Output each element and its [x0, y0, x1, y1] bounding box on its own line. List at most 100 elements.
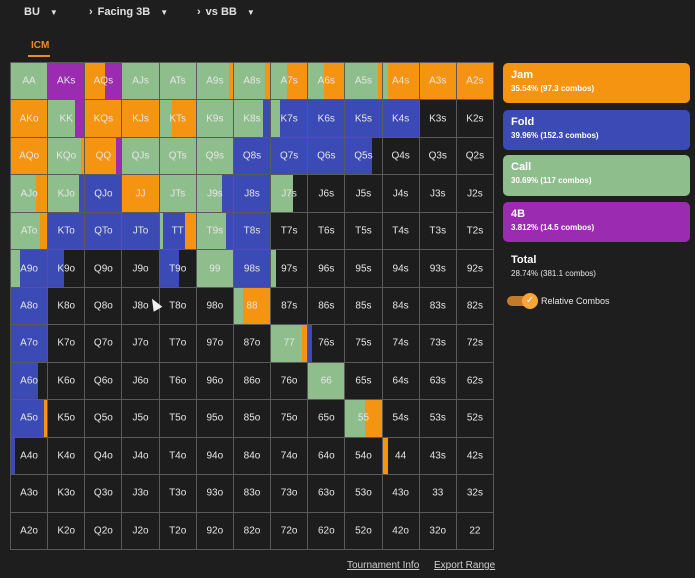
hand-cell[interactable]: 76o — [271, 362, 308, 400]
hand-cell[interactable]: 65s — [345, 362, 382, 400]
hand-cell[interactable]: T5s — [345, 212, 382, 250]
hand-cell[interactable]: 83o — [233, 475, 271, 512]
hand-cell[interactable]: AA — [11, 63, 48, 100]
hand-cell[interactable]: A4s — [382, 63, 419, 100]
hand-cell[interactable]: A7s — [271, 63, 308, 100]
hand-cell[interactable]: K3s — [419, 100, 456, 137]
hand-cell[interactable]: A6o — [11, 362, 48, 400]
hand-cell[interactable]: K5s — [345, 100, 382, 137]
hand-cell[interactable]: Q2s — [456, 137, 493, 175]
hand-cell[interactable]: T4s — [382, 212, 419, 250]
hand-cell[interactable]: K3o — [48, 475, 85, 512]
hand-cell[interactable]: Q3o — [85, 475, 122, 512]
hand-cell[interactable]: KTs — [159, 100, 196, 137]
hand-cell[interactable]: 32o — [419, 512, 456, 549]
hand-cell[interactable]: T9s — [196, 212, 233, 250]
hand-cell[interactable]: Q2o — [85, 512, 122, 549]
hand-cell[interactable]: 64o — [308, 437, 345, 475]
hand-cell[interactable]: J9o — [122, 250, 159, 287]
hand-cell[interactable]: J6o — [122, 362, 159, 400]
villain-selector[interactable]: › vs BB ▼ — [197, 6, 255, 18]
hand-cell[interactable]: K9s — [196, 100, 233, 137]
hand-cell[interactable]: T4o — [159, 437, 196, 475]
hand-cell[interactable]: 75o — [271, 400, 308, 437]
hand-cell[interactable]: 55 — [345, 400, 382, 437]
hand-cell[interactable]: K7o — [48, 325, 85, 362]
hand-cell[interactable]: A6s — [308, 63, 345, 100]
hand-cell[interactable]: 75s — [345, 325, 382, 362]
hand-cell[interactable]: 63o — [308, 475, 345, 512]
hand-cell[interactable]: K4s — [382, 100, 419, 137]
hand-cell[interactable]: A7o — [11, 325, 48, 362]
hand-cell[interactable]: A5o — [11, 400, 48, 437]
hand-cell[interactable]: T9o — [159, 250, 196, 287]
legend-fold[interactable]: Fold 39.96% (152.3 combos) — [503, 110, 690, 150]
hand-cell[interactable]: J5o — [122, 400, 159, 437]
hand-cell[interactable]: 93o — [196, 475, 233, 512]
hand-cell[interactable]: T8o — [159, 287, 196, 325]
hand-cell[interactable]: 87o — [233, 325, 271, 362]
hand-cell[interactable]: A5s — [345, 63, 382, 100]
hand-cell[interactable]: 53o — [345, 475, 382, 512]
hand-cell[interactable]: 62o — [308, 512, 345, 549]
hand-cell[interactable]: Q7s — [271, 137, 308, 175]
hand-cell[interactable]: 95o — [196, 400, 233, 437]
hand-cell[interactable]: 85o — [233, 400, 271, 437]
hand-cell[interactable]: 98s — [233, 250, 271, 287]
hand-cell[interactable]: Q9o — [85, 250, 122, 287]
hand-cell[interactable]: 96s — [308, 250, 345, 287]
hand-cell[interactable]: Q4o — [85, 437, 122, 475]
hand-cell[interactable]: Q6s — [308, 137, 345, 175]
hand-cell[interactable]: A4o — [11, 437, 48, 475]
hand-cell[interactable]: 96o — [196, 362, 233, 400]
export-range-link[interactable]: Export Range — [434, 560, 496, 571]
hand-cell[interactable]: J2s — [456, 175, 493, 212]
hand-cell[interactable]: K5o — [48, 400, 85, 437]
hand-cell[interactable]: Q5o — [85, 400, 122, 437]
hand-cell[interactable]: T2o — [159, 512, 196, 549]
hand-cell[interactable]: J7s — [271, 175, 308, 212]
hand-cell[interactable]: 44 — [382, 437, 419, 475]
hand-cell[interactable]: AJs — [122, 63, 159, 100]
action-selector[interactable]: › Facing 3B ▼ — [89, 6, 168, 18]
hand-cell[interactable]: 85s — [345, 287, 382, 325]
hand-cell[interactable]: Q7o — [85, 325, 122, 362]
hand-cell[interactable]: Q9s — [196, 137, 233, 175]
hand-cell[interactable]: 72o — [271, 512, 308, 549]
hand-cell[interactable]: QJs — [122, 137, 159, 175]
hand-cell[interactable]: 43o — [382, 475, 419, 512]
hand-cell[interactable]: 33 — [419, 475, 456, 512]
hand-cell[interactable]: A2o — [11, 512, 48, 549]
hand-cell[interactable]: KK — [48, 100, 85, 137]
hand-cell[interactable]: 53s — [419, 400, 456, 437]
hand-cell[interactable]: 62s — [456, 362, 493, 400]
hand-cell[interactable]: 66 — [308, 362, 345, 400]
hand-cell[interactable]: K7s — [271, 100, 308, 137]
hand-cell[interactable]: 52s — [456, 400, 493, 437]
hand-cell[interactable]: K2o — [48, 512, 85, 549]
hand-cell[interactable]: J4o — [122, 437, 159, 475]
hand-cell[interactable]: Q3s — [419, 137, 456, 175]
hand-cell[interactable]: 42s — [456, 437, 493, 475]
hand-cell[interactable]: A8o — [11, 287, 48, 325]
legend-4b[interactable]: 4B 3.812% (14.5 combos) — [503, 202, 690, 242]
hand-cell[interactable]: Q6o — [85, 362, 122, 400]
hand-cell[interactable]: K4o — [48, 437, 85, 475]
hand-cell[interactable]: K8s — [233, 100, 271, 137]
hand-cell[interactable]: AJo — [11, 175, 48, 212]
legend-jam[interactable]: Jam 35.54% (97.3 combos) — [503, 63, 690, 103]
tab-icm[interactable]: ICM — [31, 40, 50, 51]
hand-cell[interactable]: A9s — [196, 63, 233, 100]
hand-cell[interactable]: 52o — [345, 512, 382, 549]
hand-cell[interactable]: 94o — [196, 437, 233, 475]
hand-cell[interactable]: 87s — [271, 287, 308, 325]
hand-cell[interactable]: 43s — [419, 437, 456, 475]
hand-cell[interactable]: A3o — [11, 475, 48, 512]
hand-cell[interactable]: AQo — [11, 137, 48, 175]
hand-cell[interactable]: 95s — [345, 250, 382, 287]
legend-call[interactable]: Call 30.69% (117 combos) — [503, 155, 690, 196]
hand-cell[interactable]: JJ — [122, 175, 159, 212]
hand-cell[interactable]: 94s — [382, 250, 419, 287]
hand-cell[interactable]: AKs — [48, 63, 85, 100]
hand-cell[interactable]: T3s — [419, 212, 456, 250]
